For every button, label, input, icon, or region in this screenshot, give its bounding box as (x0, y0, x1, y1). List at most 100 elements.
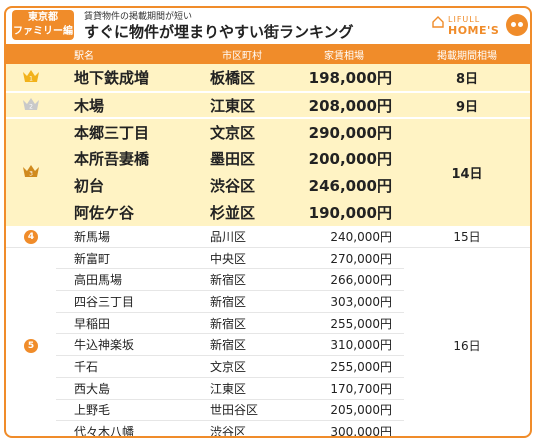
page-title: すぐに物件が埋まりやすい街ランキング (84, 23, 354, 41)
tag-line-2: ファミリー編 (13, 26, 73, 37)
station-name: 早稲田 (56, 312, 200, 335)
ward-name: 新宿区 (200, 333, 284, 357)
bronze-crown-icon: 3 (23, 165, 39, 178)
table-row: 本所吾妻橋 墨田区 200,000円 (6, 145, 530, 172)
rent-value: 200,000円 (284, 145, 404, 172)
station-name: 阿佐ケ谷 (56, 199, 200, 226)
ward-name: 新宿区 (200, 290, 284, 313)
ward-name: 渋谷区 (200, 420, 284, 436)
table-row: 千石 文京区 255,000円 (6, 355, 530, 378)
table-row: 牛込神楽坂 新宿区 310,000円 (6, 333, 530, 357)
ward-name: 品川区 (200, 226, 284, 248)
header: 東京都 ファミリー編 賃貸物件の掲載期間が短い すぐに物件が埋まりやすい街ランキ… (6, 8, 530, 44)
period-value: 16日 (453, 338, 481, 353)
period-value: 14日 (404, 118, 530, 226)
ward-name: 杉並区 (200, 199, 284, 226)
category-tag: 東京都 ファミリー編 (12, 10, 74, 40)
ward-name: 墨田区 (200, 145, 284, 172)
svg-text:3: 3 (29, 171, 33, 178)
rent-value: 198,000円 (284, 64, 404, 93)
table-row: 高田馬場 新宿区 266,000円 (6, 268, 530, 292)
rank-2-badge: 2 (6, 92, 56, 119)
table-row: 四谷三丁目 新宿区 303,000円 (6, 290, 530, 313)
rent-value: 205,000円 (284, 399, 404, 422)
table-row: 西大島 江東区 170,700円 (6, 377, 530, 400)
lifull-homes-logo: LIFULL HOME'S (430, 12, 528, 40)
rank-1-badge: 1 (6, 64, 56, 93)
station-name: 西大島 (56, 377, 200, 400)
table-row: 上野毛 世田谷区 205,000円 (6, 399, 530, 422)
rent-value: 300,000円 (284, 420, 404, 436)
station-name: 四谷三丁目 (56, 290, 200, 313)
station-name: 新馬場 (56, 226, 200, 248)
period-value: 9日 (404, 92, 530, 119)
station-name: 本郷三丁目 (56, 118, 200, 145)
period-value: 15日 (404, 226, 530, 248)
station-name: 高田馬場 (56, 268, 200, 292)
rent-value: 190,000円 (284, 199, 404, 226)
rent-value: 290,000円 (284, 118, 404, 145)
ward-name: 江東区 (200, 377, 284, 400)
table-row: 3 本郷三丁目 文京区 290,000円 14日 (6, 118, 530, 226)
col-ward: 市区町村 (200, 44, 284, 64)
table-row: 代々木八幡 渋谷区 300,000円 (6, 420, 530, 436)
rent-value: 270,000円 (284, 247, 404, 270)
ranking-table: 駅名 市区町村 家賃相場 掲載期間相場 1 地下鉄成増 板橋区 198,000円… (6, 44, 530, 436)
table-header-row: 駅名 市区町村 家賃相場 掲載期間相場 (6, 44, 530, 64)
station-name: 牛込神楽坂 (56, 333, 200, 357)
logo-text-lifull: LIFULL (448, 15, 481, 24)
tag-line-1: 東京都 (28, 12, 58, 23)
mascot-icon (506, 14, 528, 36)
ward-name: 渋谷区 (200, 172, 284, 199)
subtitle: 賃貸物件の掲載期間が短い (84, 12, 193, 22)
silver-crown-icon: 2 (23, 97, 39, 110)
col-station: 駅名 (56, 44, 200, 64)
col-rent: 家賃相場 (284, 44, 404, 64)
station-name: 本所吾妻橋 (56, 145, 200, 172)
svg-text:2: 2 (29, 103, 33, 110)
station-name: 代々木八幡 (56, 420, 200, 436)
rent-value: 303,000円 (284, 290, 404, 313)
station-name: 地下鉄成増 (56, 64, 200, 93)
table-row: 1 地下鉄成増 板橋区 198,000円 8日 (6, 64, 530, 93)
ward-name: 新宿区 (200, 312, 284, 335)
ward-name: 板橋区 (200, 64, 284, 93)
ward-name: 文京区 (200, 118, 284, 145)
rent-value: 246,000円 (284, 172, 404, 199)
station-name: 上野毛 (56, 399, 200, 422)
rent-value: 240,000円 (284, 226, 404, 248)
rent-value: 310,000円 (284, 333, 404, 357)
gold-crown-icon: 1 (23, 70, 39, 83)
table-row: 5 新富町 中央区 270,000円 16日 (6, 247, 530, 354)
ward-name: 世田谷区 (200, 399, 284, 422)
table-row: 初台 渋谷区 246,000円 (6, 172, 530, 199)
house-icon (432, 16, 444, 28)
rent-value: 255,000円 (284, 312, 404, 335)
rent-value: 255,000円 (284, 355, 404, 378)
rank-circle-icon: 4 (24, 230, 38, 245)
rank-circle-icon: 5 (24, 339, 38, 354)
logo-text-homes: HOME'S (448, 24, 500, 37)
rank-4-badge: 4 (6, 226, 56, 248)
rent-value: 266,000円 (284, 268, 404, 292)
ward-name: 江東区 (200, 92, 284, 119)
ranking-card: 東京都 ファミリー編 賃貸物件の掲載期間が短い すぐに物件が埋まりやすい街ランキ… (4, 6, 532, 438)
period-value: 8日 (404, 64, 530, 93)
table-row: 早稲田 新宿区 255,000円 (6, 312, 530, 335)
station-name: 初台 (56, 172, 200, 199)
station-name: 千石 (56, 355, 200, 378)
col-period: 掲載期間相場 (404, 44, 530, 64)
station-name: 新富町 (56, 247, 200, 270)
table-row: 阿佐ケ谷 杉並区 190,000円 (6, 199, 530, 226)
rank-3-badge: 3 (6, 118, 56, 226)
rank-5-badge: 5 (6, 247, 56, 436)
rent-value: 208,000円 (284, 92, 404, 119)
table-row: 4 新馬場 品川区 240,000円 15日 (6, 226, 530, 248)
ward-name: 新宿区 (200, 268, 284, 292)
ward-name: 中央区 (200, 247, 284, 270)
svg-text:1: 1 (29, 76, 33, 83)
rent-value: 170,700円 (284, 377, 404, 400)
station-name: 木場 (56, 92, 200, 119)
ward-name: 文京区 (200, 355, 284, 378)
table-row: 2 木場 江東区 208,000円 9日 (6, 92, 530, 119)
